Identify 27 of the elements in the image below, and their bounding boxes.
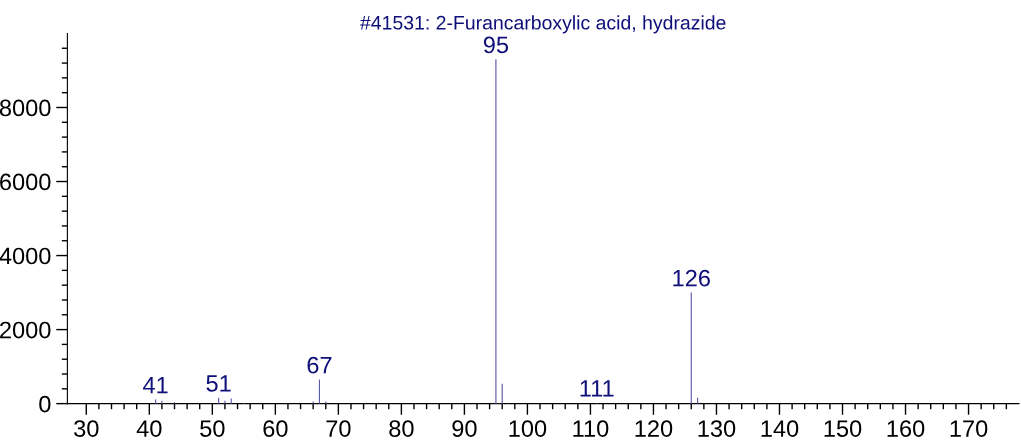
y-tick-label: 8000 <box>0 99 51 117</box>
x-tick-label: 130 <box>698 420 736 437</box>
y-tick-label: 4000 <box>0 247 51 265</box>
x-tick-label: 110 <box>573 420 609 437</box>
x-tick-label: 140 <box>761 420 799 437</box>
annotation: 51 <box>206 375 231 392</box>
annotation: 95 <box>483 36 509 54</box>
y-tick-label: 6000 <box>0 173 51 191</box>
x-tick-label: 170 <box>950 420 988 437</box>
x-tick-label: 160 <box>887 420 925 437</box>
annotation: 67 <box>307 356 332 374</box>
y-tick-label: 0 <box>39 395 51 413</box>
x-tick-label: 60 <box>263 420 288 437</box>
x-tick-label: 120 <box>635 420 673 437</box>
annotation: 126 <box>673 269 710 287</box>
annotation: 111 <box>580 380 614 397</box>
x-tick-label: 40 <box>136 420 162 437</box>
x-tick-label: 50 <box>200 420 225 437</box>
chart-title: #41531: 2-Furancarboxylic acid, hydrazide <box>360 15 726 34</box>
x-tick-label: 100 <box>509 420 547 437</box>
x-tick-label: 30 <box>74 420 99 437</box>
annotation: 41 <box>143 377 168 394</box>
x-tick-label: 150 <box>824 420 862 437</box>
x-tick-label: 90 <box>452 420 477 437</box>
x-tick-label: 70 <box>326 420 351 437</box>
y-tick-label: 2000 <box>0 321 51 339</box>
x-tick-label: 80 <box>389 420 414 437</box>
